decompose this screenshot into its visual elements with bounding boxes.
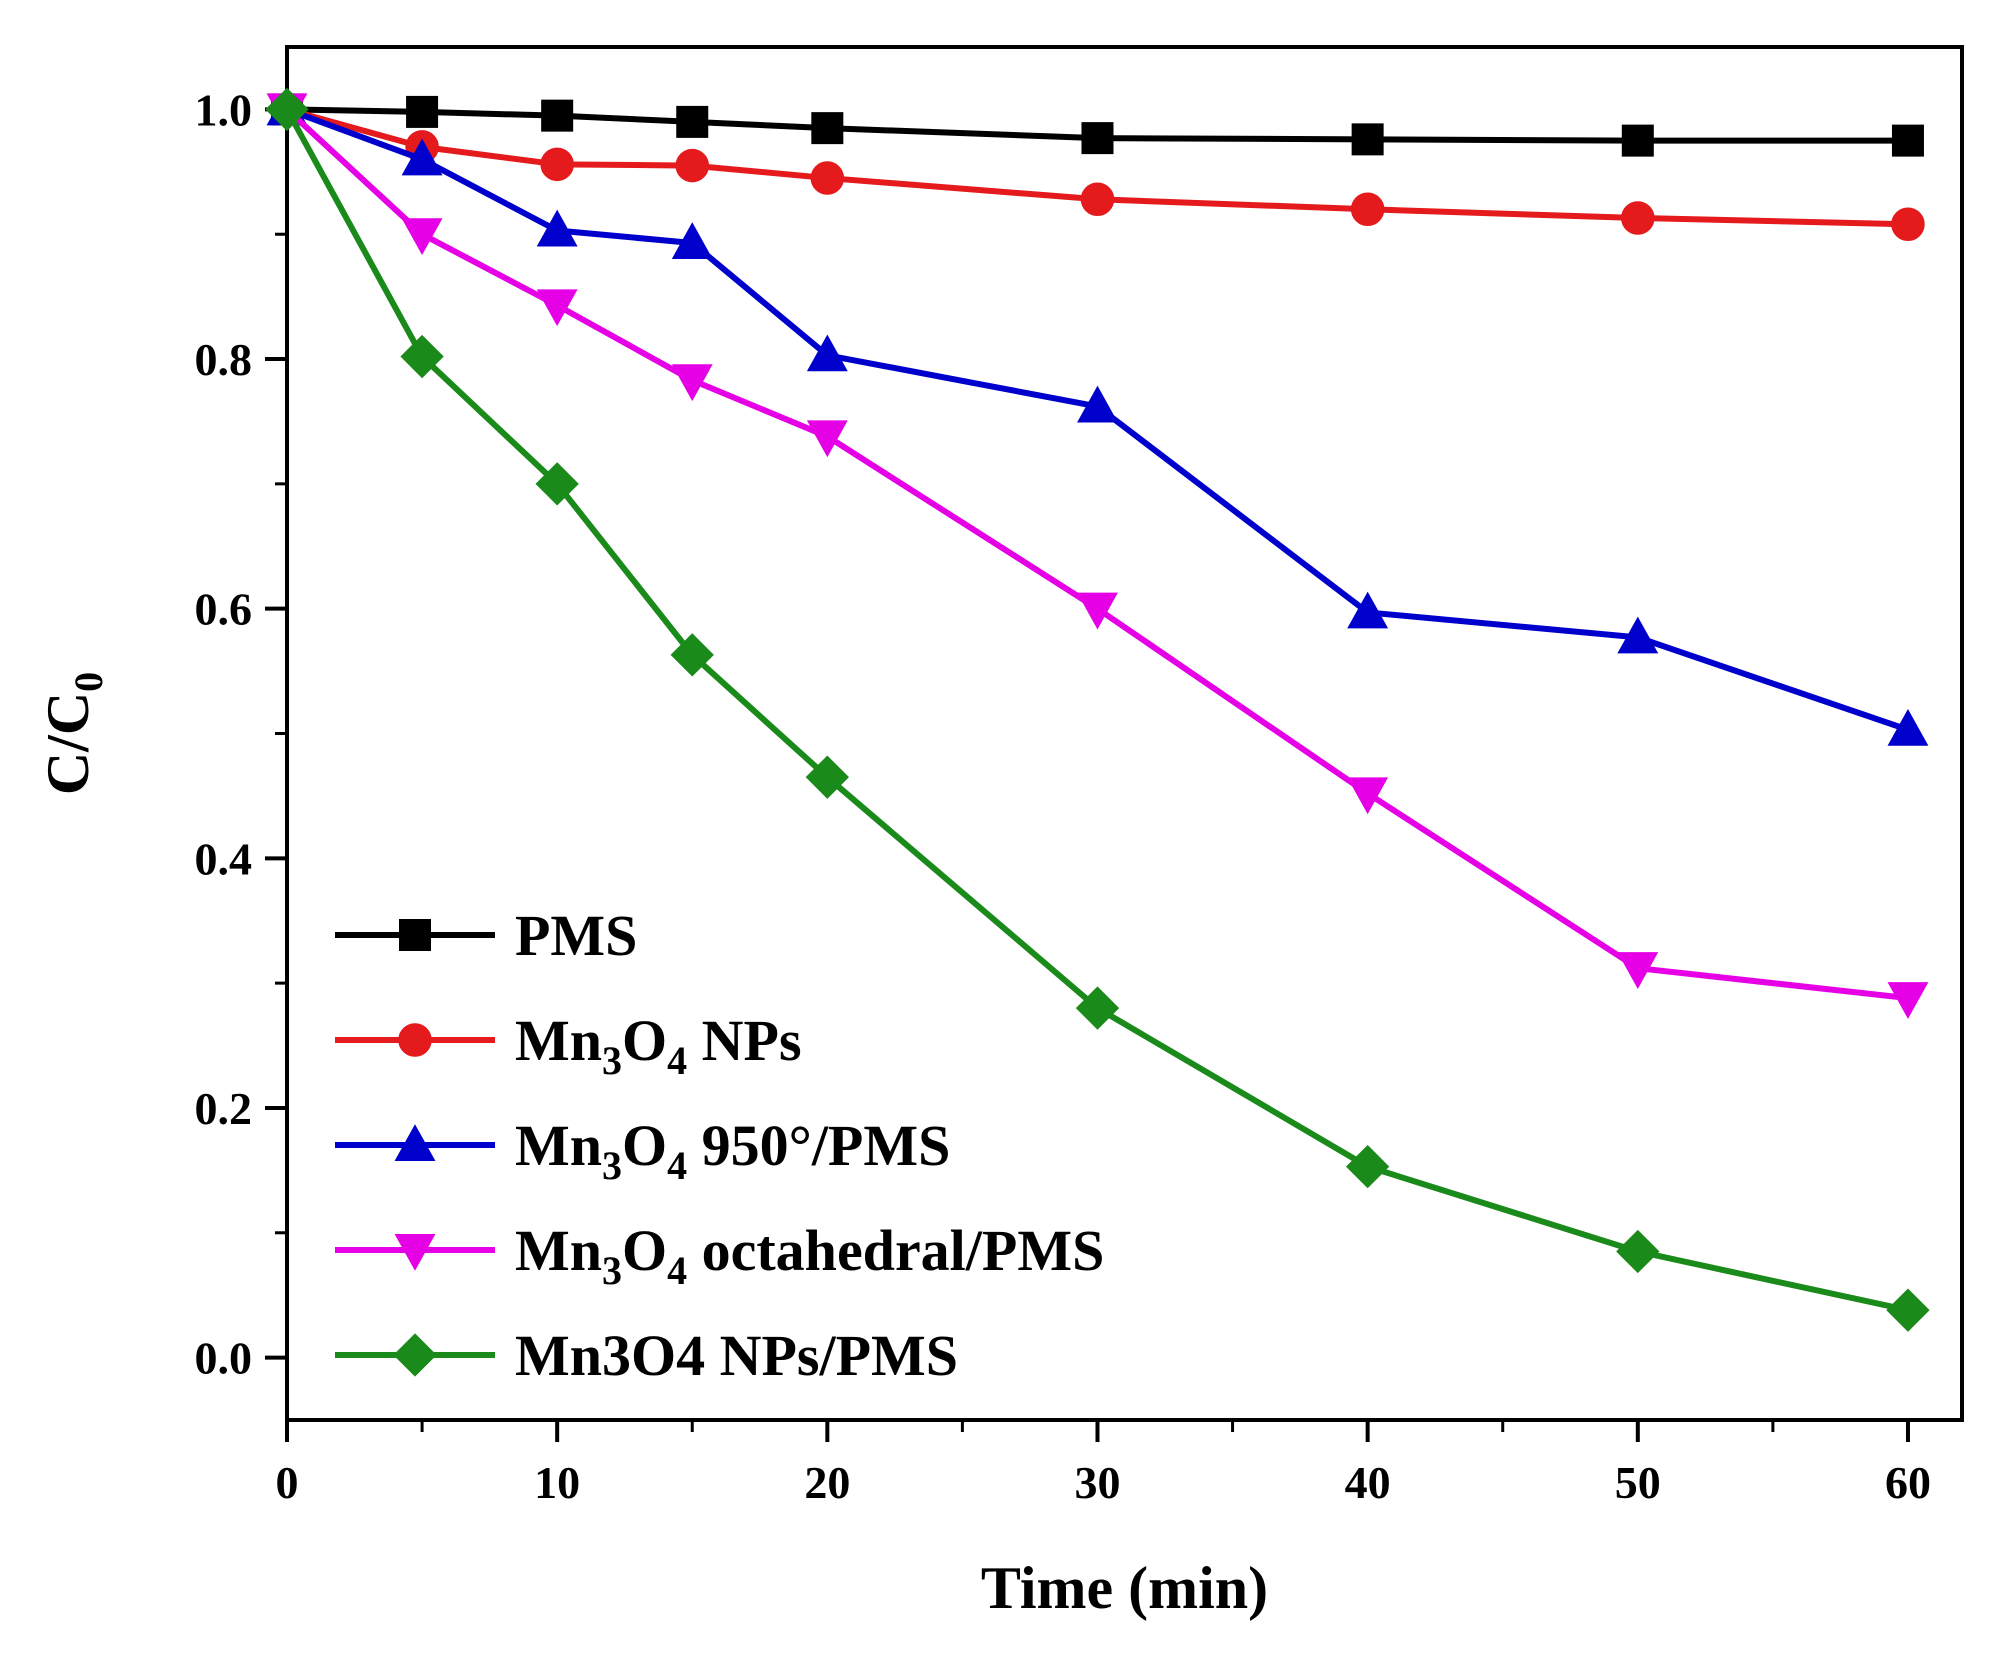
data-point [401, 218, 443, 256]
legend: PMS Mn3O4 NPs Mn3O4 950°/PMS Mn3O4 octahedr… [335, 903, 1104, 1388]
data-point [400, 334, 444, 379]
y-tick-label: 0.2 [195, 1083, 253, 1134]
data-point [1887, 708, 1929, 746]
data-point [536, 209, 578, 247]
legend-entry: Mn3O4 NPs [335, 1008, 802, 1083]
series-0 [271, 93, 1924, 157]
data-point [675, 148, 709, 183]
data-point [1077, 385, 1118, 423]
legend-entry: Mn3O4 950°/PMS [335, 1113, 950, 1188]
ticks-layer: 0 10 20 30 40 50 60 0.0 0.2 0.4 0.6 0.8 1.0 [195, 84, 1931, 1508]
data-point [265, 87, 309, 132]
data-point [805, 755, 849, 799]
data-point [1351, 123, 1384, 156]
legend-entry: PMS [335, 903, 637, 968]
y-tick-label: 0.4 [195, 833, 253, 884]
legend-label: Mn3O4 NPs [515, 1008, 802, 1083]
legend-entry: Mn3O4 NPs/PMS [335, 1323, 958, 1388]
data-point [535, 462, 579, 506]
x-tick-label: 50 [1615, 1457, 1661, 1508]
data-point [671, 364, 713, 402]
data-point [1075, 986, 1120, 1030]
legend-label: Mn3O4 950°/PMS [515, 1113, 950, 1188]
legend-marker [393, 1333, 437, 1377]
y-tick-label: 0.0 [195, 1333, 253, 1384]
data-point [1347, 591, 1389, 629]
y-axis-title: C/C0 [35, 672, 111, 795]
x-tick-label: 60 [1885, 1457, 1931, 1508]
data-point [1621, 124, 1654, 157]
legend-label: Mn3O4 octahedral/PMS [515, 1218, 1104, 1293]
series-layer [265, 87, 1930, 1332]
y-axis-title-main: C/C [35, 692, 101, 795]
series-3 [266, 93, 1929, 1019]
data-point [1345, 1144, 1390, 1189]
data-point [1350, 192, 1385, 227]
legend-marker [394, 1124, 436, 1161]
data-point [806, 334, 848, 372]
data-point [1891, 124, 1924, 157]
x-axis-title: Time (min) [981, 1555, 1268, 1621]
legend-marker [399, 919, 431, 951]
x-tick-label: 10 [534, 1457, 580, 1508]
y-tick-label: 0.8 [195, 334, 253, 385]
data-point [810, 161, 845, 195]
legend-marker [398, 1023, 432, 1057]
data-point [541, 99, 574, 132]
data-point [1347, 777, 1389, 815]
legend-label: PMS [515, 903, 637, 968]
data-point [1616, 1229, 1660, 1274]
series-line [284, 107, 1909, 1002]
y-tick-label: 0.6 [195, 584, 253, 635]
x-tick-label: 30 [1074, 1457, 1120, 1508]
data-point [406, 95, 439, 128]
series-4 [265, 87, 1930, 1332]
data-point [676, 105, 709, 138]
plot-frame [285, 45, 1964, 1422]
data-point [670, 633, 714, 677]
data-point [1617, 616, 1659, 654]
data-point [1081, 122, 1114, 155]
y-axis-title-sub: 0 [66, 672, 111, 692]
x-tick-label: 20 [804, 1457, 850, 1508]
data-point [811, 112, 844, 145]
legend-label: Mn3O4 NPs/PMS [515, 1323, 958, 1388]
y-tick-label: 1.0 [195, 84, 253, 135]
data-point [1080, 182, 1115, 217]
x-tick-label: 0 [276, 1457, 299, 1508]
legend-entry: Mn3O4 octahedral/PMS [335, 1218, 1104, 1293]
data-point [1891, 207, 1925, 241]
data-point [401, 138, 443, 176]
data-point [540, 147, 574, 182]
data-point [1887, 982, 1929, 1019]
legend-marker [394, 1234, 436, 1271]
data-point [806, 420, 848, 458]
data-point [536, 289, 578, 327]
data-point [671, 222, 713, 259]
data-point [1077, 592, 1118, 630]
data-point [1617, 952, 1659, 989]
data-point [1621, 201, 1655, 235]
data-point [1886, 1288, 1930, 1332]
x-tick-label: 40 [1345, 1457, 1391, 1508]
